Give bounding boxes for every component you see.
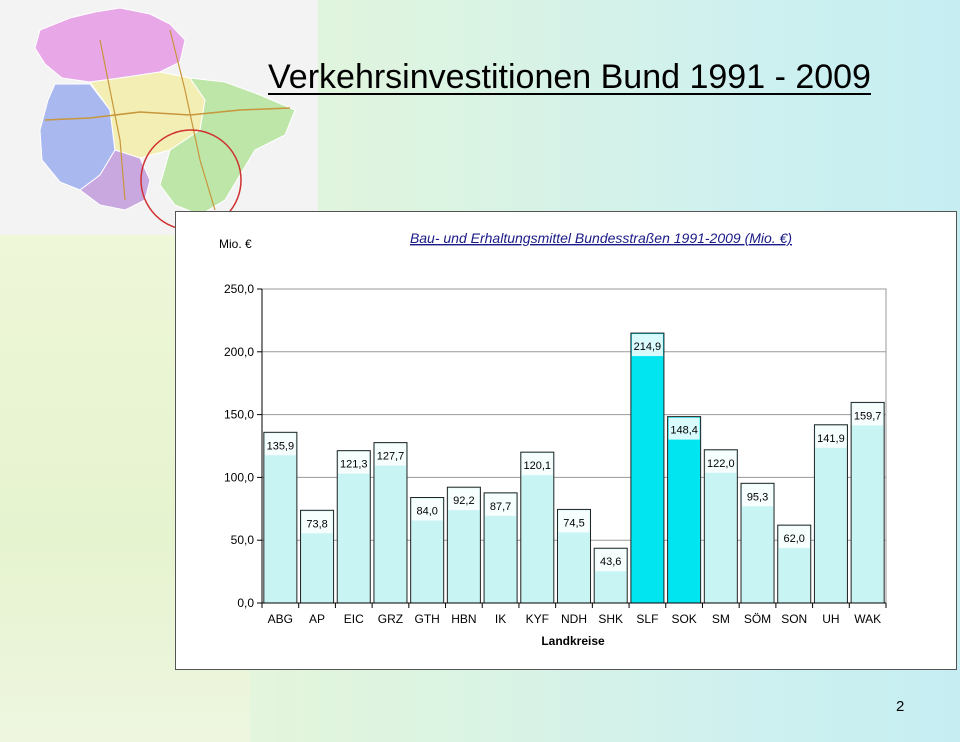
y-tick-label: 250,0 <box>224 282 254 296</box>
bar-top-band <box>264 433 296 456</box>
map-thuringia <box>0 0 318 235</box>
x-tick-label: SÖM <box>744 612 771 626</box>
y-tick-label: 200,0 <box>224 345 254 359</box>
bar-top-band <box>411 498 443 521</box>
x-tick-label: GRZ <box>378 612 403 626</box>
y-axis-label: Mio. € <box>219 237 252 251</box>
bar-top-band <box>631 334 663 357</box>
bar-top-band <box>301 511 333 534</box>
bar-top-band <box>705 450 737 473</box>
data-label: 135,9 <box>267 440 295 452</box>
bar-grz <box>373 442 408 604</box>
x-tick-label: GTH <box>415 612 440 626</box>
bar-top-band <box>778 526 810 549</box>
bar-top-band <box>338 451 370 474</box>
x-tick-label: SHK <box>598 612 623 626</box>
data-label: 74,5 <box>563 517 584 529</box>
x-tick-label: ABG <box>268 612 293 626</box>
x-tick-label: EIC <box>344 612 364 626</box>
page-number: 2 <box>896 698 905 715</box>
data-label: 62,0 <box>784 533 805 545</box>
bar-top-band <box>742 484 774 507</box>
data-label: 73,8 <box>306 518 327 530</box>
bar-abg <box>263 431 298 604</box>
data-label: 120,1 <box>524 460 552 472</box>
data-label: 95,3 <box>747 491 768 503</box>
x-tick-label: WAK <box>854 612 881 626</box>
map-region-south <box>79 149 151 211</box>
chart-title: Bau- und Erhaltungsmittel Bundesstraßen … <box>410 230 792 246</box>
x-tick-label: IK <box>495 612 506 626</box>
x-tick-label: SON <box>781 612 807 626</box>
bar-top-band <box>668 417 700 440</box>
data-label: 43,6 <box>600 556 621 568</box>
x-tick-label: UH <box>822 612 839 626</box>
x-tick-label: NDH <box>561 612 587 626</box>
bar-wak <box>850 401 885 604</box>
data-label: 122,0 <box>707 458 735 470</box>
bar-top-band <box>485 493 517 516</box>
bar-top-band <box>852 403 884 426</box>
y-tick-label: 100,0 <box>224 470 254 484</box>
x-tick-label: SM <box>712 612 730 626</box>
data-label: 127,7 <box>377 451 405 463</box>
data-label: 84,0 <box>416 505 437 517</box>
data-label: 159,7 <box>854 410 882 422</box>
data-label: 141,9 <box>817 433 845 445</box>
bar-top-band <box>558 510 590 533</box>
data-label: 148,4 <box>670 425 698 437</box>
data-label: 121,3 <box>340 459 368 471</box>
bar-top-band <box>374 443 406 466</box>
chart-container: Bau- und Erhaltungsmittel Bundesstraßen … <box>175 211 957 670</box>
bar-uh <box>813 424 848 604</box>
bar-top-band <box>595 549 627 572</box>
x-tick-label: AP <box>309 612 325 626</box>
bar-eic <box>336 450 371 604</box>
slide-title: Verkehrsinvestitionen Bund 1991 - 2009 <box>268 58 871 96</box>
y-tick-label: 50,0 <box>231 533 255 547</box>
bar-kyf <box>520 451 555 604</box>
y-tick-label: 150,0 <box>224 408 254 422</box>
bar-sm <box>703 449 738 604</box>
x-tick-label: SOK <box>671 612 696 626</box>
map-region-north <box>34 7 186 83</box>
data-label: 92,2 <box>453 495 474 507</box>
y-tick-label: 0,0 <box>237 596 254 610</box>
data-label: 214,9 <box>634 341 662 353</box>
x-tick-label: HBN <box>451 612 476 626</box>
x-tick-label: SLF <box>636 612 658 626</box>
bar-top-band <box>815 425 847 448</box>
x-tick-label: KYF <box>526 612 549 626</box>
bar-top-band <box>448 488 480 511</box>
bar-sok <box>667 416 702 604</box>
bar-top-band <box>521 453 553 476</box>
x-axis-label: Landkreise <box>541 634 605 648</box>
bar-slf <box>630 332 665 604</box>
data-label: 87,7 <box>490 501 511 513</box>
